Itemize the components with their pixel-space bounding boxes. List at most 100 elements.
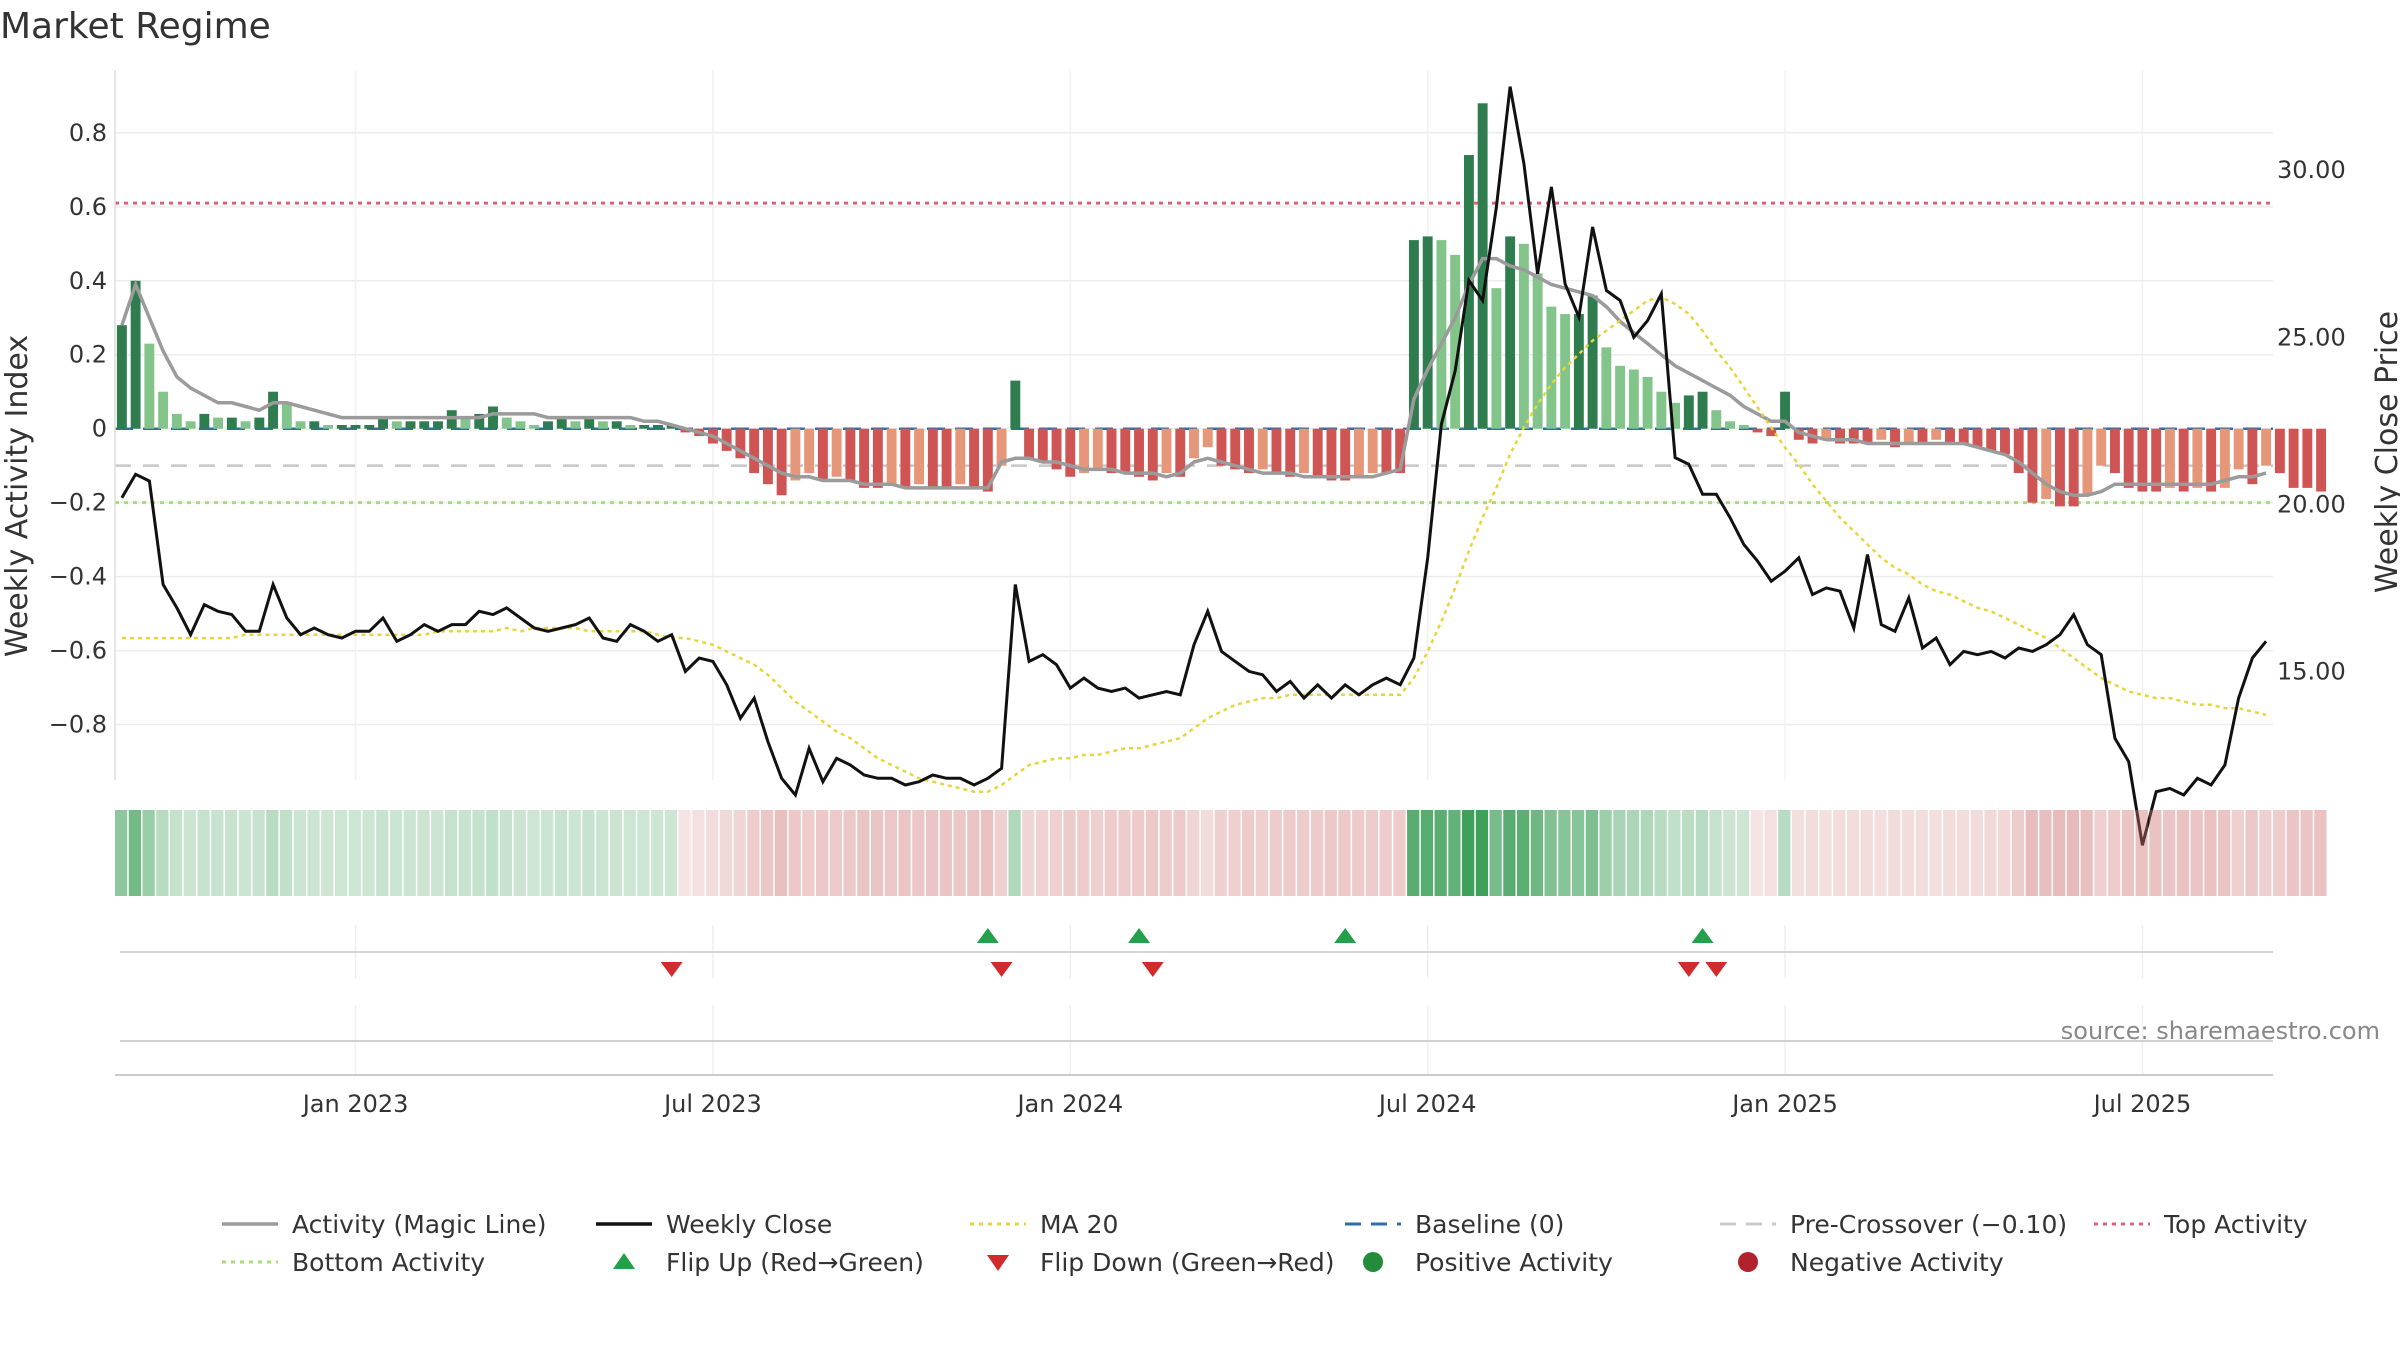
activity-bar bbox=[1340, 428, 1351, 481]
y-tick-label: −0.8 bbox=[49, 711, 107, 739]
activity-bar bbox=[130, 280, 141, 429]
regime-cell bbox=[183, 810, 196, 896]
legend-label: Positive Activity bbox=[1415, 1248, 1613, 1277]
activity-bar bbox=[1780, 391, 1790, 429]
regime-cell bbox=[128, 810, 141, 896]
regime-cell bbox=[1640, 810, 1653, 896]
regime-cell bbox=[197, 810, 210, 896]
regime-cell bbox=[2300, 810, 2313, 896]
activity-bar bbox=[1092, 428, 1103, 470]
legend-item: Top Activity bbox=[2094, 1210, 2308, 1239]
activity-bar bbox=[570, 421, 581, 429]
regime-cell bbox=[1352, 810, 1365, 896]
regime-cell bbox=[2011, 810, 2025, 896]
regime-cell bbox=[238, 810, 251, 896]
regime-cell bbox=[912, 810, 925, 896]
activity-bar bbox=[433, 421, 443, 429]
activity-bar bbox=[1532, 273, 1543, 429]
regime-cell bbox=[568, 810, 581, 896]
activity-bar bbox=[1271, 428, 1282, 474]
regime-cell bbox=[1915, 810, 1928, 896]
regime-cell bbox=[1819, 810, 1832, 896]
activity-bar bbox=[2233, 428, 2244, 470]
regime-cell bbox=[2176, 810, 2190, 896]
flip-up-marker bbox=[1334, 928, 1357, 943]
activity-bar bbox=[1024, 428, 1035, 459]
regime-cell bbox=[1214, 810, 1227, 896]
activity-bar bbox=[1175, 428, 1186, 477]
regime-cell bbox=[1035, 810, 1049, 896]
y-tick-label: −0.6 bbox=[49, 637, 107, 665]
activity-bar bbox=[1642, 376, 1653, 429]
activity-bar bbox=[2288, 428, 2299, 488]
regime-cell bbox=[1489, 810, 1502, 896]
regime-cell bbox=[458, 810, 471, 896]
activity-bar bbox=[1436, 240, 1447, 429]
regime-cell bbox=[1956, 810, 1970, 896]
activity-bar bbox=[749, 428, 760, 474]
regime-cell bbox=[431, 810, 444, 896]
activity-bar bbox=[1202, 428, 1213, 448]
regime-cell bbox=[169, 810, 183, 896]
regime-cell bbox=[1709, 810, 1722, 896]
regime-cell bbox=[994, 810, 1007, 896]
regime-cell bbox=[802, 810, 815, 896]
regime-cell bbox=[664, 810, 678, 896]
activity-bar bbox=[323, 425, 333, 429]
regime-cell bbox=[623, 810, 636, 896]
activity-bar bbox=[2013, 428, 2024, 474]
activity-bar bbox=[474, 413, 485, 429]
y-tick-label: 0.6 bbox=[69, 193, 107, 221]
activity-bar bbox=[185, 421, 196, 429]
activity-bar bbox=[405, 421, 416, 429]
activity-bar bbox=[364, 425, 375, 429]
activity-bar bbox=[391, 421, 402, 429]
regime-cell bbox=[444, 810, 458, 896]
activity-bar bbox=[1683, 395, 1694, 429]
regime-cell bbox=[142, 810, 155, 896]
activity-bar bbox=[735, 428, 746, 459]
regime-cell bbox=[582, 810, 595, 896]
activity-bar bbox=[350, 425, 361, 429]
regime-cell bbox=[1599, 810, 1612, 896]
regime-cell bbox=[1517, 810, 1530, 896]
regime-cell bbox=[609, 810, 623, 896]
activity-bar bbox=[460, 417, 471, 429]
activity-bar bbox=[1230, 428, 1241, 470]
regime-cell bbox=[870, 810, 884, 896]
legend-swatch-circle bbox=[1363, 1252, 1383, 1272]
legend-item: Positive Activity bbox=[1363, 1248, 1613, 1277]
regime-cell bbox=[884, 810, 897, 896]
activity-bar bbox=[584, 417, 595, 429]
regime-cell bbox=[733, 810, 746, 896]
activity-bar bbox=[1422, 236, 1433, 429]
regime-cell bbox=[1393, 810, 1406, 896]
legend-item: Bottom Activity bbox=[222, 1248, 485, 1277]
activity-bar bbox=[1518, 243, 1529, 429]
activity-bar bbox=[611, 421, 622, 429]
regime-cell bbox=[1530, 810, 1544, 896]
activity-bar bbox=[721, 428, 732, 451]
ma20-series bbox=[121, 295, 2267, 793]
legend-item: Flip Down (Green→Red) bbox=[987, 1248, 1335, 1277]
flip-down-marker bbox=[660, 962, 683, 977]
regime-cell bbox=[1998, 810, 2011, 896]
regime-cell bbox=[1503, 810, 1516, 896]
activity-bar bbox=[488, 406, 498, 429]
activity-bar bbox=[817, 428, 828, 481]
legend-item: Pre-Crossover (−0.10) bbox=[1720, 1210, 2067, 1239]
regime-cell bbox=[1118, 810, 1131, 896]
activity-bar bbox=[914, 428, 925, 485]
y-tick-label: −0.4 bbox=[49, 563, 107, 591]
activity-bar bbox=[1037, 428, 1048, 462]
activity-bar bbox=[1862, 428, 1873, 444]
regime-cell bbox=[829, 810, 842, 896]
regime-cell bbox=[1379, 810, 1392, 896]
activity-bar bbox=[969, 428, 980, 488]
activity-bar bbox=[1120, 428, 1131, 474]
legend-item: Weekly Close bbox=[596, 1210, 832, 1239]
y-tick-label: 0.2 bbox=[69, 341, 107, 369]
regime-cell bbox=[980, 810, 994, 896]
activity-bar bbox=[2247, 428, 2258, 485]
activity-bar bbox=[1051, 428, 1062, 470]
